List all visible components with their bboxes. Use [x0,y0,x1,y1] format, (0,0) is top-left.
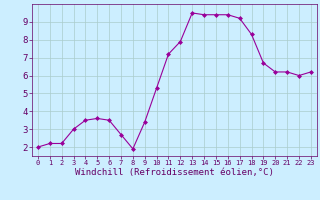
X-axis label: Windchill (Refroidissement éolien,°C): Windchill (Refroidissement éolien,°C) [75,168,274,177]
